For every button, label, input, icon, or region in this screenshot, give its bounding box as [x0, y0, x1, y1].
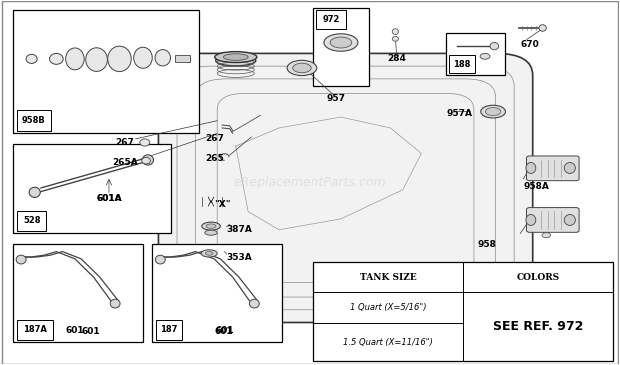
Ellipse shape: [66, 48, 84, 70]
Text: "X": "X": [214, 200, 231, 209]
Text: 528: 528: [23, 216, 40, 225]
Ellipse shape: [490, 42, 498, 50]
Text: COLORS: COLORS: [516, 273, 560, 282]
Ellipse shape: [142, 157, 151, 164]
Ellipse shape: [480, 53, 490, 59]
Ellipse shape: [108, 46, 131, 72]
Bar: [17, 211, 46, 231]
Ellipse shape: [287, 60, 317, 76]
Ellipse shape: [29, 187, 40, 197]
Ellipse shape: [205, 230, 217, 235]
Ellipse shape: [564, 215, 575, 226]
Text: 265: 265: [205, 154, 224, 164]
Text: 601: 601: [214, 327, 232, 336]
Ellipse shape: [86, 48, 107, 72]
Bar: [13, 10, 198, 134]
Ellipse shape: [539, 25, 546, 31]
Ellipse shape: [480, 105, 505, 118]
Text: 1.5 Quart (X=11/16"): 1.5 Quart (X=11/16"): [343, 338, 433, 346]
Ellipse shape: [330, 37, 352, 48]
Ellipse shape: [201, 250, 217, 257]
Text: 670: 670: [520, 40, 539, 49]
Text: 958B: 958B: [22, 116, 46, 125]
Text: 267: 267: [115, 138, 134, 147]
Text: 601: 601: [66, 326, 84, 335]
Bar: [17, 320, 53, 340]
Ellipse shape: [155, 50, 170, 66]
Ellipse shape: [564, 162, 575, 173]
Text: 187A: 187A: [23, 326, 46, 334]
Ellipse shape: [110, 299, 120, 308]
Bar: [17, 110, 51, 131]
Text: 601A: 601A: [97, 194, 122, 203]
Bar: [13, 144, 171, 233]
Ellipse shape: [143, 155, 154, 165]
Text: eReplacementParts.com: eReplacementParts.com: [234, 176, 386, 189]
Bar: [175, 55, 190, 62]
Text: 284: 284: [388, 54, 406, 64]
Ellipse shape: [293, 63, 311, 73]
FancyBboxPatch shape: [159, 53, 533, 323]
Ellipse shape: [249, 299, 259, 308]
Text: SEE REF. 972: SEE REF. 972: [493, 320, 583, 333]
Bar: [153, 244, 282, 342]
Ellipse shape: [202, 222, 220, 230]
Ellipse shape: [324, 34, 358, 51]
Bar: [313, 8, 369, 86]
Bar: [313, 262, 613, 361]
Ellipse shape: [526, 162, 536, 173]
Text: 267: 267: [205, 134, 224, 143]
Ellipse shape: [206, 224, 216, 228]
Ellipse shape: [50, 53, 63, 64]
Bar: [156, 320, 182, 340]
Ellipse shape: [223, 54, 248, 60]
Bar: [316, 10, 346, 29]
Text: 601: 601: [81, 327, 100, 336]
Text: 957: 957: [327, 95, 346, 103]
Text: 353A: 353A: [226, 253, 252, 262]
Text: TANK SIZE: TANK SIZE: [360, 273, 417, 282]
Text: 187: 187: [160, 326, 178, 334]
Ellipse shape: [134, 47, 153, 68]
Text: 387A: 387A: [226, 225, 252, 234]
Ellipse shape: [215, 51, 257, 62]
Ellipse shape: [542, 233, 551, 238]
Text: 958: 958: [477, 240, 496, 249]
Text: 188: 188: [453, 60, 471, 69]
Text: 958A: 958A: [523, 182, 549, 191]
Text: 601A: 601A: [97, 194, 122, 203]
Ellipse shape: [26, 54, 37, 64]
Ellipse shape: [392, 36, 399, 41]
Ellipse shape: [216, 55, 256, 66]
Bar: [449, 55, 475, 73]
Ellipse shape: [16, 255, 26, 264]
Ellipse shape: [485, 108, 501, 116]
Ellipse shape: [205, 251, 213, 255]
FancyBboxPatch shape: [526, 208, 579, 232]
Ellipse shape: [392, 29, 399, 35]
Text: 265A: 265A: [112, 158, 138, 167]
Ellipse shape: [140, 139, 150, 146]
Ellipse shape: [156, 255, 166, 264]
Bar: [13, 244, 143, 342]
Bar: [446, 34, 505, 75]
Text: 601: 601: [216, 326, 234, 335]
Text: 1 Quart (X=5/16"): 1 Quart (X=5/16"): [350, 303, 427, 312]
Text: 957A: 957A: [446, 109, 472, 118]
Ellipse shape: [526, 215, 536, 226]
Text: 972: 972: [322, 15, 340, 24]
FancyBboxPatch shape: [526, 156, 579, 181]
